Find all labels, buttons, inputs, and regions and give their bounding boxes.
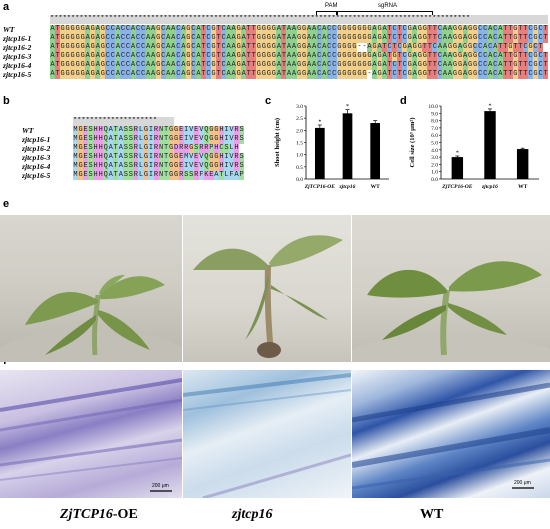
sgrna-bracket (336, 11, 433, 15)
scale-bar-label: 200 μm (514, 480, 531, 486)
y-tick-label: 4.0 (431, 148, 438, 154)
significance-mark: * (489, 103, 492, 109)
bar (342, 113, 353, 179)
scale-bar-label: 200 μm (152, 483, 169, 489)
micrograph-mutant (183, 370, 351, 498)
bar (484, 111, 496, 179)
micrograph-wt: 200 μm (352, 370, 550, 498)
seq-name: WT (3, 25, 15, 34)
micrograph-oe: 200 μm (0, 370, 182, 498)
bar (516, 149, 529, 179)
y-tick-label: 1.5 (296, 141, 303, 147)
significance-mark: * (346, 104, 349, 110)
seq-name: WT (22, 126, 34, 135)
seq-name: zjtcp16-2 (3, 43, 32, 52)
pam-bracket (316, 11, 338, 15)
panel-label-c: c (265, 95, 272, 107)
y-tick-label: 0.0 (296, 177, 303, 183)
y-tick-label: 5.0 (431, 141, 438, 147)
alignment-a-names: WT zjtcp16-1 zjtcp16-2 zjtcp16-3 zjtcp16… (3, 25, 49, 79)
seq-name: zjtcp16-4 (22, 162, 51, 171)
alignment-b-conservation-row: ******************** (73, 117, 174, 126)
bar (370, 123, 381, 179)
label-wt: WT (420, 507, 444, 522)
y-axis-label: Cell size (10³ μm²) (409, 118, 416, 168)
y-tick-label: 2.0 (296, 128, 303, 134)
y-tick-label: 7.0 (431, 126, 438, 132)
significance-mark: * (456, 151, 459, 157)
bar (314, 127, 325, 179)
seq-name: zjtcp16-5 (3, 70, 32, 79)
x-tick-label: WT (371, 184, 381, 190)
y-tick-label: 0.0 (431, 177, 438, 183)
sgrna-label: sgRNA (378, 3, 398, 9)
plant-photo-wt (352, 215, 550, 362)
y-tick-label: 3.0 (296, 104, 303, 110)
y-tick-label: 3.0 (431, 155, 438, 161)
y-tick-label: 8.0 (431, 119, 438, 125)
label-mutant: zjtcp16 (232, 507, 272, 523)
x-tick-label: WT (518, 184, 528, 190)
x-tick-label: zjtcp16 (339, 184, 356, 190)
y-tick-label: 6.0 (431, 133, 438, 139)
alignment-b-names: WT zjtcp16-1 zjtcp16-2 zjtcp16-3 zjtcp16… (22, 126, 72, 180)
y-axis-label: Shoot height (cm) (274, 118, 281, 167)
label-oe: ZjTCP16-OE (60, 507, 138, 523)
seq-name: zjtcp16-1 (3, 34, 32, 43)
y-tick-label: 9.0 (431, 111, 438, 117)
label-mutant-text: zjtcp16 (232, 507, 273, 522)
label-oe-text: ZjTCP16-OE (60, 507, 138, 522)
x-tick-label: zjtcp16 (481, 184, 498, 190)
y-tick-label: 2.5 (296, 116, 303, 122)
plant-photo-oe (0, 215, 182, 362)
plant-photo-mutant (183, 215, 351, 362)
seq-name: zjtcp16-3 (22, 153, 51, 162)
y-tick-label: 1.0 (431, 170, 438, 176)
panel-label-a: a (3, 1, 10, 13)
bar (451, 157, 464, 179)
seq-name: zjtcp16-5 (22, 171, 51, 180)
panel-label-e: e (3, 198, 10, 210)
y-tick-label: 1.0 (296, 153, 303, 159)
x-tick-label: ZjTCP16-OE (304, 184, 336, 190)
alignment-a-conservation-row: ****************************************… (50, 15, 548, 24)
seq-name: zjtcp16-1 (22, 135, 51, 144)
significance-mark: * (318, 119, 321, 125)
panel-label-d: d (400, 95, 407, 107)
panel-label-b: b (3, 95, 10, 107)
y-tick-label: 0.5 (296, 165, 303, 171)
y-tick-label: 10.0 (428, 104, 438, 110)
pam-label: PAM (325, 3, 338, 9)
seq-name: zjtcp16-3 (3, 52, 32, 61)
x-tick-label: ZjTCP16-OE (441, 184, 473, 190)
cell-size-chart: 0.01.0 2.03.04.05.0 6.07.08.0 9.010.0 Cell s… (409, 103, 539, 190)
shoot-height-chart: 0.0 0.5 1.0 1.5 2.0 2.5 3.0 Shoot height (cm) * Z… (274, 104, 389, 190)
y-tick-label: 2.0 (431, 162, 438, 168)
seq-name: zjtcp16-4 (3, 61, 32, 70)
seq-name: zjtcp16-2 (22, 144, 51, 153)
